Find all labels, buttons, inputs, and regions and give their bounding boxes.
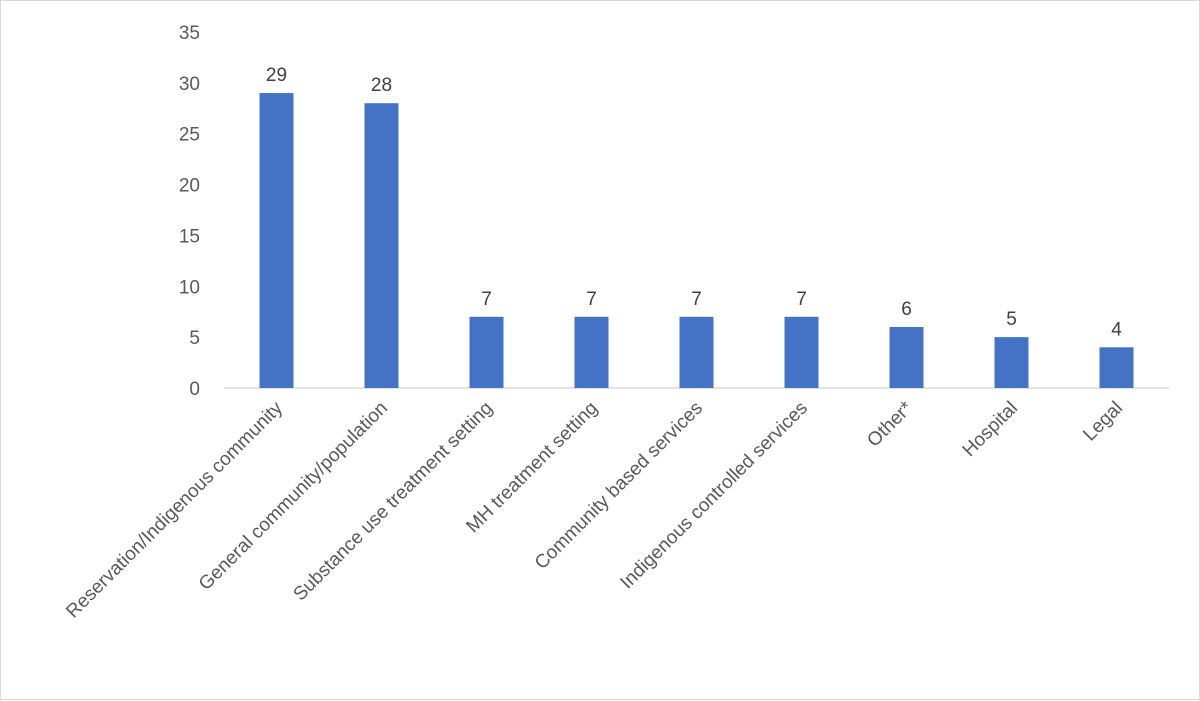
data-label: 28 <box>371 75 392 96</box>
category-label: Community based services <box>531 398 707 574</box>
bar <box>679 316 714 388</box>
data-label: 7 <box>796 289 807 310</box>
data-labels: 29 28 7 7 7 7 6 5 4 <box>266 65 1122 340</box>
y-tick-label: 30 <box>179 74 200 95</box>
bar <box>784 316 819 388</box>
data-label: 7 <box>586 289 597 310</box>
data-label: 29 <box>266 65 287 86</box>
category-label: Other* <box>863 397 917 451</box>
y-tick-label: 0 <box>189 379 200 400</box>
category-labels: Reservation/Indigenous communityGeneral … <box>62 397 1127 622</box>
category-label: Substance use treatment setting <box>289 398 497 606</box>
y-tick-label: 20 <box>179 176 200 197</box>
y-tick-label: 5 <box>189 328 200 349</box>
y-tick-label: 25 <box>179 125 200 146</box>
bar <box>1099 347 1134 388</box>
bar <box>574 316 609 388</box>
bars <box>259 93 1134 389</box>
bar <box>364 103 399 388</box>
category-label: Hospital <box>959 398 1022 461</box>
data-label: 7 <box>481 289 492 310</box>
category-label: Legal <box>1079 398 1127 446</box>
category-label: Reservation/Indigenous community <box>62 397 287 622</box>
data-label: 4 <box>1111 319 1122 340</box>
y-tick-label: 15 <box>179 226 200 247</box>
bar <box>994 337 1029 388</box>
bar <box>259 93 294 389</box>
data-label: 6 <box>901 299 912 320</box>
y-tick-label: 10 <box>179 277 200 298</box>
data-label: 7 <box>691 289 702 310</box>
category-label: General community/population <box>195 398 392 595</box>
bar <box>469 316 504 388</box>
data-label: 5 <box>1006 309 1017 330</box>
bar <box>889 326 924 388</box>
y-axis-tick-labels: 0 5 10 15 20 25 30 35 <box>179 23 200 400</box>
category-label: Indigenous controlled services <box>616 398 812 594</box>
y-tick-label: 35 <box>179 23 200 44</box>
